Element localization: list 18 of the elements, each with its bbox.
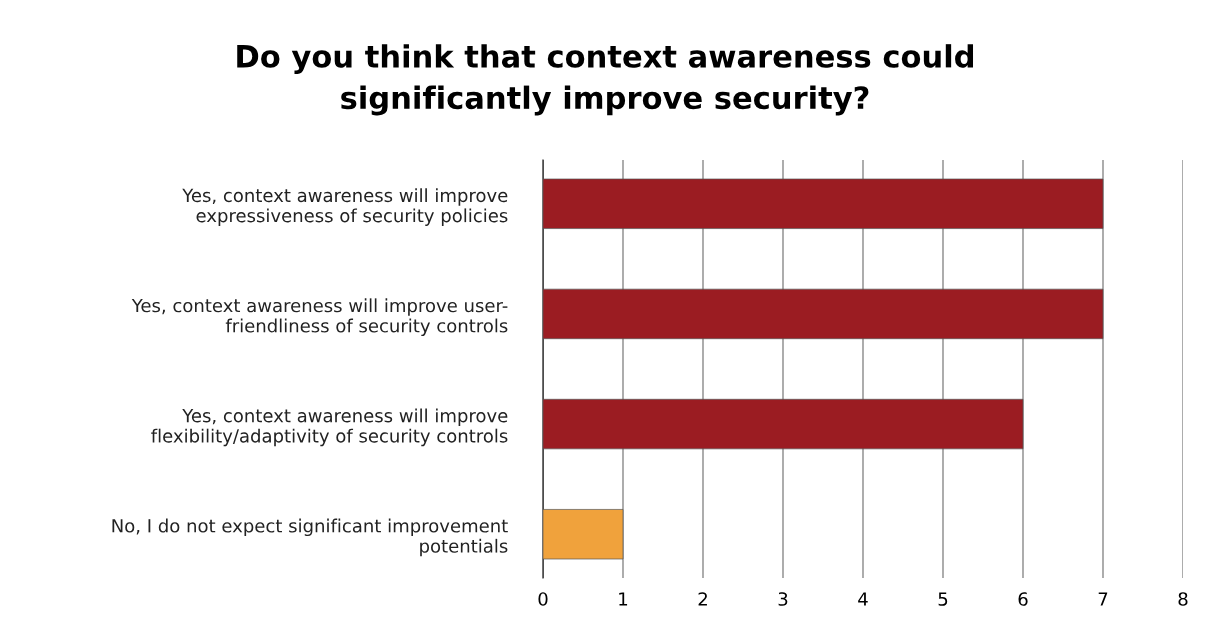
x-tick-label: 4: [858, 592, 868, 606]
bar: [543, 288, 1104, 340]
bar: [543, 178, 1104, 229]
x-tick-label: 6: [1018, 592, 1028, 606]
x-tick-label: 2: [698, 592, 707, 606]
y-tick-label: Yes, context awareness will improve user- friendliness of security controls: [131, 298, 508, 337]
x-tick-label: 3: [778, 592, 788, 606]
y-tick-label: Yes, context awareness will improve expressiveness of security policies: [182, 188, 508, 226]
bar: [543, 398, 1024, 450]
x-tick-label: 1: [619, 592, 628, 606]
chart-title: Do you think that context awareness could significantly improve security?: [237, 44, 974, 116]
y-tick-label: Yes, context awareness will improve flexibility/adaptivity of security controls: [151, 408, 508, 447]
x-tick-label: 0: [538, 592, 548, 606]
x-tick-label: 7: [1098, 592, 1108, 606]
bar: [543, 509, 624, 560]
y-tick-label: No, I do not expect significant improvement potentials: [112, 518, 508, 557]
x-tick-label: 5: [938, 592, 948, 606]
x-tick-label: 8: [1178, 592, 1188, 606]
